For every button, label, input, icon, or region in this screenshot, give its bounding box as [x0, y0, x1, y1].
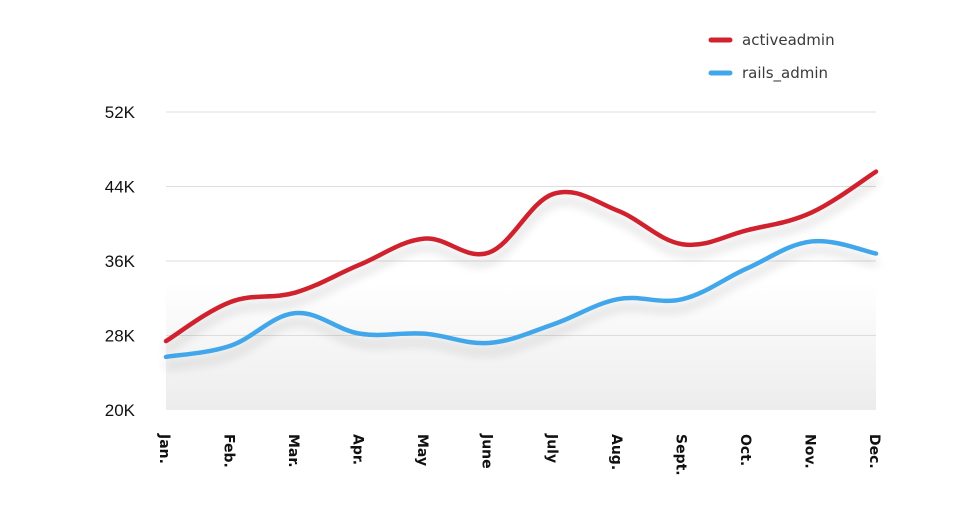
x-tick-label: Feb.: [221, 434, 237, 468]
plot-background: [166, 282, 876, 410]
x-tick-label: Oct.: [737, 434, 753, 466]
x-tick-label: Dec.: [866, 434, 882, 469]
x-tick-label: Aug.: [608, 434, 624, 470]
x-tick-label: Mar.: [285, 434, 301, 468]
series-line-activeadmin: [163, 169, 879, 344]
legend-label: rails_admin: [742, 64, 828, 83]
x-tick-label: May: [414, 434, 430, 466]
y-tick-label: 20K: [105, 401, 136, 420]
y-tick-label: 36K: [105, 252, 136, 271]
x-tick-label: Nov.: [801, 434, 817, 469]
x-axis-ticks: Jan. Feb. Mar. Apr. May June July Aug. Sept. Oct.…: [156, 433, 882, 476]
y-tick-label: 44K: [105, 178, 136, 197]
y-tick-label: 28K: [105, 327, 136, 346]
x-tick-label: July: [543, 433, 559, 463]
series-line-rails-admin: [163, 238, 879, 360]
legend: activeadmin rails_admin: [708, 31, 835, 83]
y-tick-label: 52K: [105, 103, 136, 122]
series-lines: [163, 169, 879, 360]
y-axis-ticks: 20K 28K 36K 44K 52K: [105, 103, 136, 420]
x-tick-label: Jan.: [156, 433, 172, 464]
x-tick-label: Sept.: [672, 434, 688, 476]
legend-label: activeadmin: [742, 31, 835, 49]
x-tick-label: Apr.: [350, 434, 366, 465]
x-tick-label: June: [479, 433, 495, 469]
